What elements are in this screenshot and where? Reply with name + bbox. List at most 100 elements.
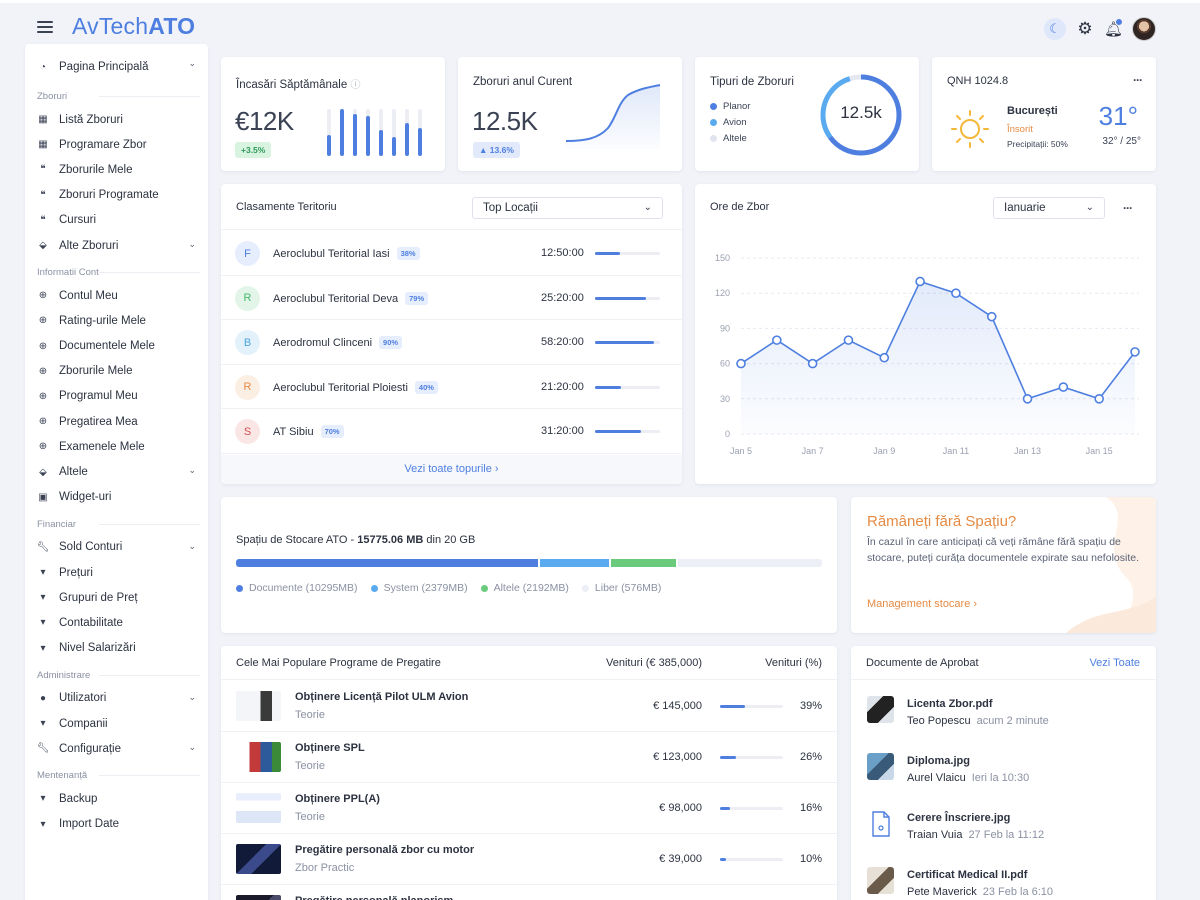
- data-point[interactable]: [772, 335, 782, 345]
- sidebar-item[interactable]: ⬙ Alte Zboruri ⌄: [25, 233, 208, 258]
- yearly-flights-badge: ▲ 13.6%: [473, 142, 520, 158]
- legend-dot: [710, 118, 717, 126]
- ranking-name: Aerodromul Clinceni: [273, 337, 373, 349]
- document-row[interactable]: Licenta Zbor.pdf Teo Popescu acum 2 minute: [851, 686, 1156, 743]
- sidebar-item[interactable]: ⊕ Pregatirea Mea: [25, 409, 208, 434]
- ranking-avatar: F: [235, 241, 260, 266]
- program-row[interactable]: Obținere Licență Pilot ULM Avion Teorie € …: [221, 681, 837, 732]
- sidebar-item[interactable]: ⊕ Zborurile Mele: [25, 359, 208, 384]
- mug-icon: ▾: [40, 642, 46, 654]
- document-meta: Aurel Vlaicu Ieri la 10:30: [907, 772, 1029, 784]
- sidebar-item[interactable]: ▾ Prețuri: [25, 560, 208, 585]
- weekly-bar-track: [327, 109, 331, 156]
- sidebar-item-label: Zborurile Mele: [59, 163, 133, 176]
- ranking-row[interactable]: R Aeroclubul Teritorial Ploiesti 40% 21:20:…: [221, 365, 682, 409]
- program-progress-fill: [720, 756, 737, 759]
- program-row[interactable]: Obținere PPL(A) Teorie € 98,000 16%: [221, 783, 837, 834]
- sidebar-item[interactable]: ⊕ Documentele Mele: [25, 334, 208, 359]
- storage-legend-label: System (2379MB): [383, 582, 468, 594]
- ranking-row[interactable]: B Aerodromul Clinceni 90% 58:20:00: [221, 320, 682, 365]
- chat-icon: ❝: [40, 214, 46, 226]
- sidebar-item[interactable]: ▾ Contabilitate: [25, 610, 208, 635]
- gear-icon[interactable]: ⚙: [1077, 19, 1093, 38]
- sidebar-item[interactable]: ❝ Zboruri Programate: [25, 183, 208, 208]
- sidebar-item[interactable]: ▾ Grupuri de Preț: [25, 585, 208, 610]
- sidebar-item-label: Examenele Mele: [59, 440, 145, 453]
- info-icon[interactable]: ⓘ: [350, 80, 361, 91]
- ranking-row[interactable]: F Aeroclubul Teritorial Iasi 38% 12:50:00: [221, 231, 682, 276]
- program-revenue: € 123,000: [653, 751, 702, 763]
- data-point[interactable]: [1094, 394, 1104, 404]
- programs-title: Cele Mai Populare Programe de Pregatire: [236, 657, 441, 669]
- document-row[interactable]: Diploma.jpg Aurel Vlaicu Ieri la 10:30: [851, 743, 1156, 800]
- brand-prefix: AvTech: [72, 13, 149, 39]
- sidebar-item[interactable]: ● Utilizatori ⌄: [25, 686, 208, 711]
- bell-icon[interactable]: 🔔︎: [1104, 18, 1123, 38]
- ranking-time: 12:50:00: [541, 247, 584, 259]
- sidebar-item[interactable]: ▾ Backup: [25, 786, 208, 811]
- program-progress-fill: [720, 807, 731, 810]
- view-all-documents-link[interactable]: Vezi Toate: [1089, 657, 1140, 669]
- documents-title: Documente de Aprobat: [866, 657, 979, 669]
- more-options-icon[interactable]: ···: [1123, 201, 1133, 215]
- sidebar-item-label: Pagina Principală: [59, 61, 149, 73]
- sidebar-item[interactable]: ⬙ Altele ⌄: [25, 459, 208, 484]
- sidebar-item[interactable]: ▾ Companii: [25, 711, 208, 736]
- data-point[interactable]: [1058, 382, 1069, 392]
- document-name: Diploma.jpg: [907, 755, 970, 767]
- sidebar-item[interactable]: ⊕ Examenele Mele: [25, 434, 208, 459]
- sidebar-item[interactable]: ❝ Cursuri: [25, 208, 208, 233]
- document-row[interactable]: Cerere Înscriere.jpg Traian Vuia 27 Feb la…: [851, 800, 1156, 857]
- weekly-bar-track: [392, 109, 396, 156]
- sidebar-item[interactable]: ▣ Widget-uri: [25, 485, 208, 510]
- sidebar-item-label: Grupuri de Preț: [59, 591, 138, 604]
- sidebar-item[interactable]: 🔧︎ Configurație ⌄: [25, 736, 208, 761]
- storage-card: Spațiu de Stocare ATO - 15775.06 MB din …: [221, 497, 837, 633]
- sidebar-item[interactable]: ⊕ Contul Meu: [25, 283, 208, 308]
- document-row[interactable]: Certificat Medical II.pdf Pete Maverick 23…: [851, 857, 1156, 900]
- avatar[interactable]: [1132, 17, 1156, 41]
- data-point[interactable]: [807, 358, 818, 369]
- y-tick-label: 0: [725, 429, 730, 439]
- data-point[interactable]: [843, 335, 854, 345]
- more-options-icon[interactable]: ···: [1133, 73, 1143, 87]
- sidebar-item[interactable]: ▾ Import Date: [25, 812, 208, 837]
- sidebar-item[interactable]: ◔ Pagina Principală ⌄: [25, 52, 208, 82]
- storage-legend-item: Documente (10295MB): [236, 582, 358, 594]
- ranking-row[interactable]: S AT Sibiu 70% 31:20:00: [221, 409, 682, 454]
- data-point[interactable]: [1130, 347, 1140, 357]
- sidebar-item[interactable]: ▦ Programare Zbor: [25, 132, 208, 157]
- sidebar-item[interactable]: ❝ Zborurile Mele: [25, 157, 208, 182]
- sidebar-item[interactable]: ▦ Listă Zboruri: [25, 107, 208, 132]
- y-tick-label: 60: [720, 359, 730, 369]
- ranking-dropdown-value: Top Locații: [483, 202, 538, 214]
- month-dropdown[interactable]: Ianuarie ⌄: [993, 197, 1105, 219]
- sidebar-item[interactable]: ⊕ Rating-urile Mele: [25, 308, 208, 333]
- data-point[interactable]: [986, 311, 997, 322]
- data-point[interactable]: [879, 352, 890, 363]
- program-row[interactable]: Pregătire personală planorism: [221, 885, 837, 900]
- brand-logo[interactable]: AvTechATO: [72, 13, 195, 40]
- storage-segment: [611, 559, 676, 567]
- ranking-name: Aeroclubul Teritorial Iasi: [273, 248, 390, 260]
- program-row[interactable]: Pregătire personală zbor cu motor Zbor Pr…: [221, 834, 837, 885]
- data-point[interactable]: [915, 276, 925, 287]
- calendar-icon: ▦: [38, 139, 48, 151]
- storage-management-link[interactable]: Management stocare ›: [867, 598, 978, 610]
- data-point[interactable]: [951, 288, 961, 299]
- ranking-row[interactable]: R Aeroclubul Teritorial Deva 79% 25:20:00: [221, 276, 682, 320]
- data-point[interactable]: [736, 358, 746, 369]
- data-point[interactable]: [1022, 394, 1033, 404]
- notification-dot: [1115, 18, 1123, 26]
- documents-card: Documente de Aprobat Vezi Toate Licenta …: [851, 646, 1156, 900]
- sidebar-item[interactable]: ⊕ Programul Meu: [25, 384, 208, 409]
- dark-mode-icon[interactable]: ☾: [1044, 18, 1066, 40]
- sidebar-item[interactable]: 🔧︎ Sold Conturi ⌄: [25, 535, 208, 560]
- view-all-rankings-link[interactable]: Vezi toate topurile ›: [221, 455, 682, 484]
- ranking-location-dropdown[interactable]: Top Locații ⌄: [472, 197, 663, 219]
- sidebar-item-label: Programul Meu: [59, 390, 138, 403]
- sidebar-item[interactable]: ▾ Nivel Salarizări: [25, 636, 208, 661]
- menu-icon[interactable]: [37, 21, 53, 33]
- storage-legend: Documente (10295MB) System (2379MB) Altele…: [236, 582, 661, 594]
- program-row[interactable]: Obținere SPL Teorie € 123,000 26%: [221, 732, 837, 783]
